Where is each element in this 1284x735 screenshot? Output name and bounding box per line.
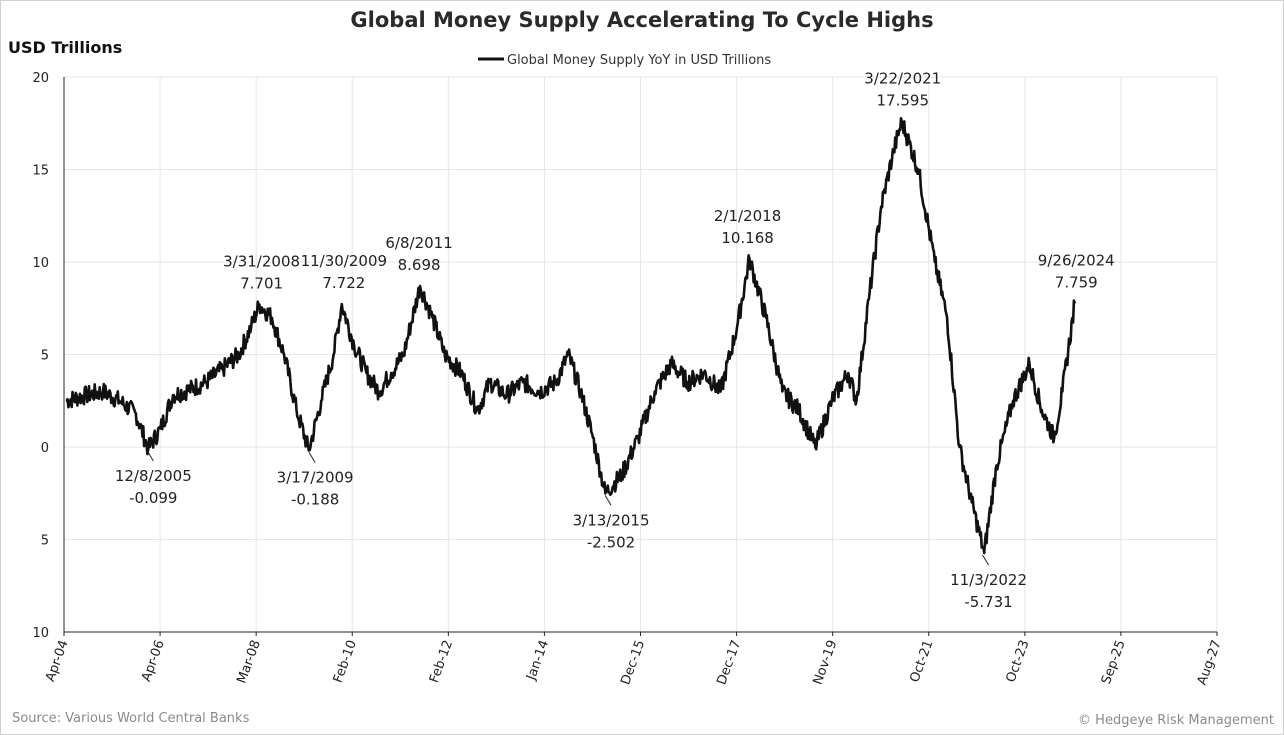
- annotation-value: -0.188: [291, 490, 339, 508]
- y-tick-labels: 20 15 10 5 0 5 10: [32, 71, 49, 641]
- annotation-date: 9/26/2024: [1038, 251, 1115, 269]
- annotation-value: 7.701: [240, 275, 283, 293]
- x-tick-label: Dec-15: [618, 638, 648, 687]
- source-note: Source: Various World Central Banks: [12, 711, 250, 726]
- annotations: 12/8/2005 -0.099 3/31/2008 7.701 3/17/2009 -0…: [115, 69, 1115, 611]
- annotation-date: 2/1/2018: [714, 207, 781, 225]
- annotation-leader: [982, 554, 989, 566]
- y-tick-label: 15: [32, 164, 49, 179]
- chart-title: Global Money Supply Accelerating To Cycl…: [350, 8, 934, 32]
- y-tick-label: 10: [32, 626, 49, 641]
- y-tick-label: 10: [32, 256, 49, 271]
- x-tick-label: Feb-10: [331, 638, 360, 685]
- x-tick-label: Apr-04: [43, 638, 72, 683]
- x-tick-label: Apr-06: [139, 638, 168, 683]
- x-tick-label: Jan-14: [524, 638, 553, 683]
- annotation-value: 17.595: [877, 91, 930, 109]
- x-tick-label: Oct-23: [1004, 638, 1033, 684]
- y-axis-title: USD Trillions: [8, 38, 123, 57]
- x-tick-labels: Apr-04 Apr-06 Mar-08 Feb-10 Feb-12 Jan-14 Dec-…: [43, 638, 1225, 687]
- annotation-date: 11/3/2022: [950, 571, 1027, 589]
- x-tick-label: Sep-25: [1099, 638, 1129, 686]
- x-tick-label: Dec-17: [714, 638, 744, 687]
- axes: [63, 77, 1218, 636]
- y-tick-label: 5: [41, 534, 49, 549]
- y-tick-label: 5: [41, 349, 49, 364]
- annotation-date: 3/22/2021: [864, 69, 941, 87]
- annotation-value: 8.698: [398, 256, 441, 274]
- y-tick-label: 0: [41, 441, 49, 456]
- annotation-date: 6/8/2011: [385, 234, 452, 252]
- series-lines: [65, 117, 1077, 555]
- x-tick-label: Feb-12: [427, 638, 456, 685]
- annotation-leader: [604, 495, 612, 506]
- annotation-value: 7.759: [1055, 273, 1098, 291]
- annotation-value: -0.099: [129, 489, 177, 507]
- annotation-date: 3/17/2009: [277, 468, 354, 486]
- annotation-value: 10.168: [721, 229, 774, 247]
- legend-label: Global Money Supply YoY in USD Trillions: [507, 53, 771, 68]
- annotation-date: 3/31/2008: [223, 253, 300, 271]
- annotation-value: -5.731: [964, 593, 1012, 611]
- annotation-value: 7.722: [322, 274, 365, 292]
- x-tick-label: Mar-08: [234, 638, 263, 685]
- annotation-value: -2.502: [587, 533, 635, 551]
- x-tick-label: Aug-27: [1195, 638, 1225, 687]
- annotation-leader: [308, 452, 316, 463]
- y-tick-label: 20: [32, 71, 49, 86]
- credit-note: © Hedgeye Risk Management: [1078, 713, 1274, 728]
- series-line: [65, 117, 1077, 555]
- annotation-date: 12/8/2005: [115, 467, 192, 485]
- legend: Global Money Supply YoY in USD Trillions: [478, 53, 771, 68]
- annotation-date: 3/13/2015: [573, 511, 650, 529]
- x-tick-label: Oct-21: [907, 638, 936, 684]
- annotation-leader: [146, 450, 154, 462]
- x-tick-label: Nov-19: [811, 638, 841, 687]
- annotation-date: 11/30/2009: [301, 252, 387, 270]
